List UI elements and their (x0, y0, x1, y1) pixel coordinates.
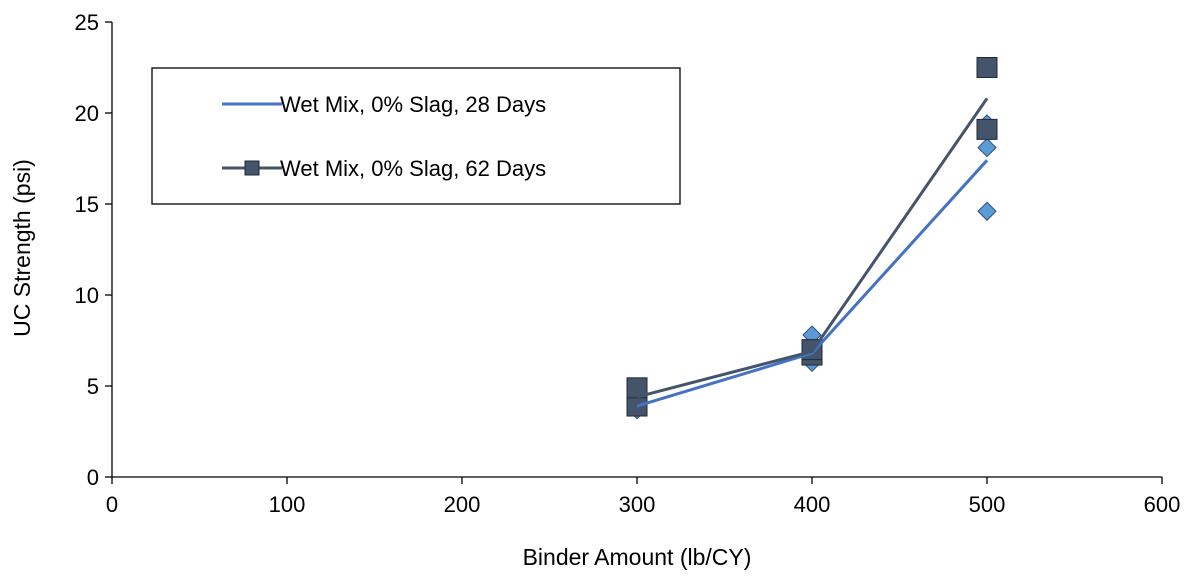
data-point-square (976, 57, 998, 78)
x-tick-label: 200 (444, 492, 481, 517)
legend-label-1: Wet Mix, 0% Slag, 28 Days (280, 92, 546, 117)
x-tick-label: 0 (106, 492, 118, 517)
y-tick-label: 0 (87, 465, 99, 490)
x-tick-label: 400 (794, 492, 831, 517)
series-2-markers (626, 57, 998, 417)
y-axis-label: UC Strength (psi) (9, 159, 35, 337)
x-tick-label: 600 (1144, 492, 1181, 517)
series-2-trend-line (636, 97, 989, 399)
y-tick-label: 25 (75, 10, 99, 35)
y-tick-label: 20 (75, 101, 99, 126)
legend: Wet Mix, 0% Slag, 28 Days Wet Mix, 0% Sla… (151, 67, 681, 205)
data-point-diamond (977, 201, 997, 221)
x-tick-label: 300 (619, 492, 656, 517)
y-tick-label: 10 (75, 283, 99, 308)
x-tick-label: 100 (269, 492, 306, 517)
x-axis-label: Binder Amount (lb/CY) (523, 544, 752, 570)
legend-marker-square (244, 160, 260, 176)
series-layer (626, 57, 998, 420)
legend-box (151, 67, 681, 205)
y-tick-label: 5 (87, 374, 99, 399)
series-1-trend-line (636, 159, 989, 408)
series-1-markers (627, 114, 997, 420)
data-point-square (626, 377, 648, 399)
x-tick-label: 500 (969, 492, 1006, 517)
data-point-diamond (977, 137, 997, 158)
axes: 0 100 200 300 400 500 600 0 5 10 15 20 25 (75, 10, 1181, 517)
legend-label-2: Wet Mix, 0% Slag, 62 Days (280, 156, 546, 181)
data-point-square (976, 118, 998, 140)
y-tick-label: 15 (75, 192, 99, 217)
